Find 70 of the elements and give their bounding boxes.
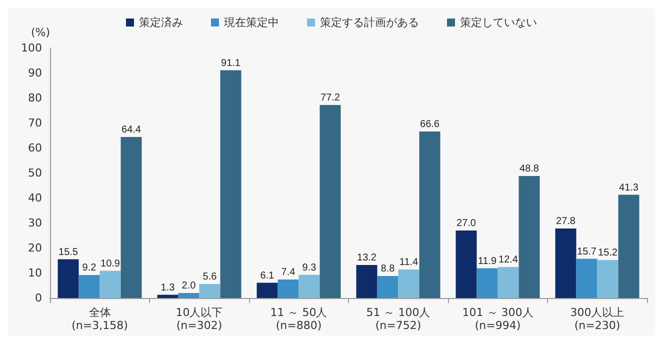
bar	[278, 280, 299, 298]
legend-label: 策定済み	[139, 16, 183, 29]
bar	[256, 282, 278, 298]
bar	[298, 274, 320, 298]
text: 41.3	[619, 182, 638, 194]
y-tick-label: 100	[21, 42, 42, 54]
bar	[199, 284, 220, 298]
x-tick-label: 10人以下 (n=302)	[176, 306, 223, 332]
text: 27.0	[456, 218, 476, 229]
bar	[356, 265, 378, 298]
bar	[456, 230, 477, 298]
text: 27.8	[556, 216, 576, 227]
bar	[100, 270, 121, 298]
text: 12.4	[498, 254, 518, 266]
y-tick-label: 80	[28, 92, 42, 104]
bar	[597, 260, 618, 298]
text: 11.4	[399, 257, 418, 268]
text: 10.9	[100, 258, 120, 270]
bar	[78, 275, 100, 298]
x-tick-label: 101 ～ 300人 (n=994)	[462, 306, 534, 332]
text: 1.3	[160, 282, 175, 294]
bar	[377, 276, 398, 298]
text: 5.6	[202, 272, 217, 282]
bar	[220, 70, 242, 298]
x-tick-label: 300人以上 (n=230)	[570, 306, 624, 332]
bar	[398, 270, 420, 298]
legend-label: 現在策定中	[224, 16, 279, 29]
y-tick-label: 20	[28, 242, 42, 254]
x-tick-label: 11 ～ 50人 (n=880)	[270, 306, 328, 332]
y-tick-label: 90	[28, 66, 42, 80]
bar	[498, 267, 519, 298]
text: 64.4	[122, 124, 141, 136]
text: 48.8	[520, 164, 539, 174]
bar	[518, 176, 540, 298]
text: 77.2	[320, 92, 340, 104]
text: 15.2	[598, 248, 618, 258]
bar	[476, 268, 498, 298]
bar	[178, 293, 200, 298]
bar	[419, 132, 440, 298]
bar	[157, 294, 178, 298]
x-tick-label: 全体 (n=3,158)	[72, 306, 128, 332]
y-tick-label: 70	[28, 116, 42, 130]
text: 15.5	[58, 246, 78, 258]
y-tick-label: 30	[28, 216, 42, 230]
text: 13.2	[357, 252, 376, 264]
text: 7.4	[281, 267, 296, 278]
text: 11.9	[478, 256, 497, 267]
y-tick-label: 60	[28, 142, 42, 154]
text: 6.1	[260, 270, 274, 282]
y-axis-title: (%)	[30, 26, 50, 39]
text: 2.0	[182, 280, 196, 292]
text: 91.1	[221, 58, 240, 69]
y-tick-label: 40	[28, 192, 42, 204]
y-tick-label: 0	[35, 292, 42, 304]
text: 15.7	[577, 246, 596, 258]
legend-label: 策定する計画がある	[320, 16, 419, 29]
x-tick-label: 51 ～ 100人 (n=752)	[366, 306, 430, 332]
bar	[555, 228, 576, 298]
text: 66.6	[420, 119, 440, 130]
text: 8.8	[380, 264, 395, 274]
y-tick-label: 10	[28, 266, 42, 280]
text: 9.3	[302, 262, 316, 274]
y-tick-label: 50	[28, 166, 42, 180]
bar	[120, 137, 142, 298]
bar	[320, 105, 341, 298]
bar	[576, 258, 598, 298]
text: 9.2	[82, 262, 96, 274]
bar	[58, 259, 79, 298]
bar	[618, 194, 640, 298]
legend-label: 策定していない	[460, 16, 537, 29]
